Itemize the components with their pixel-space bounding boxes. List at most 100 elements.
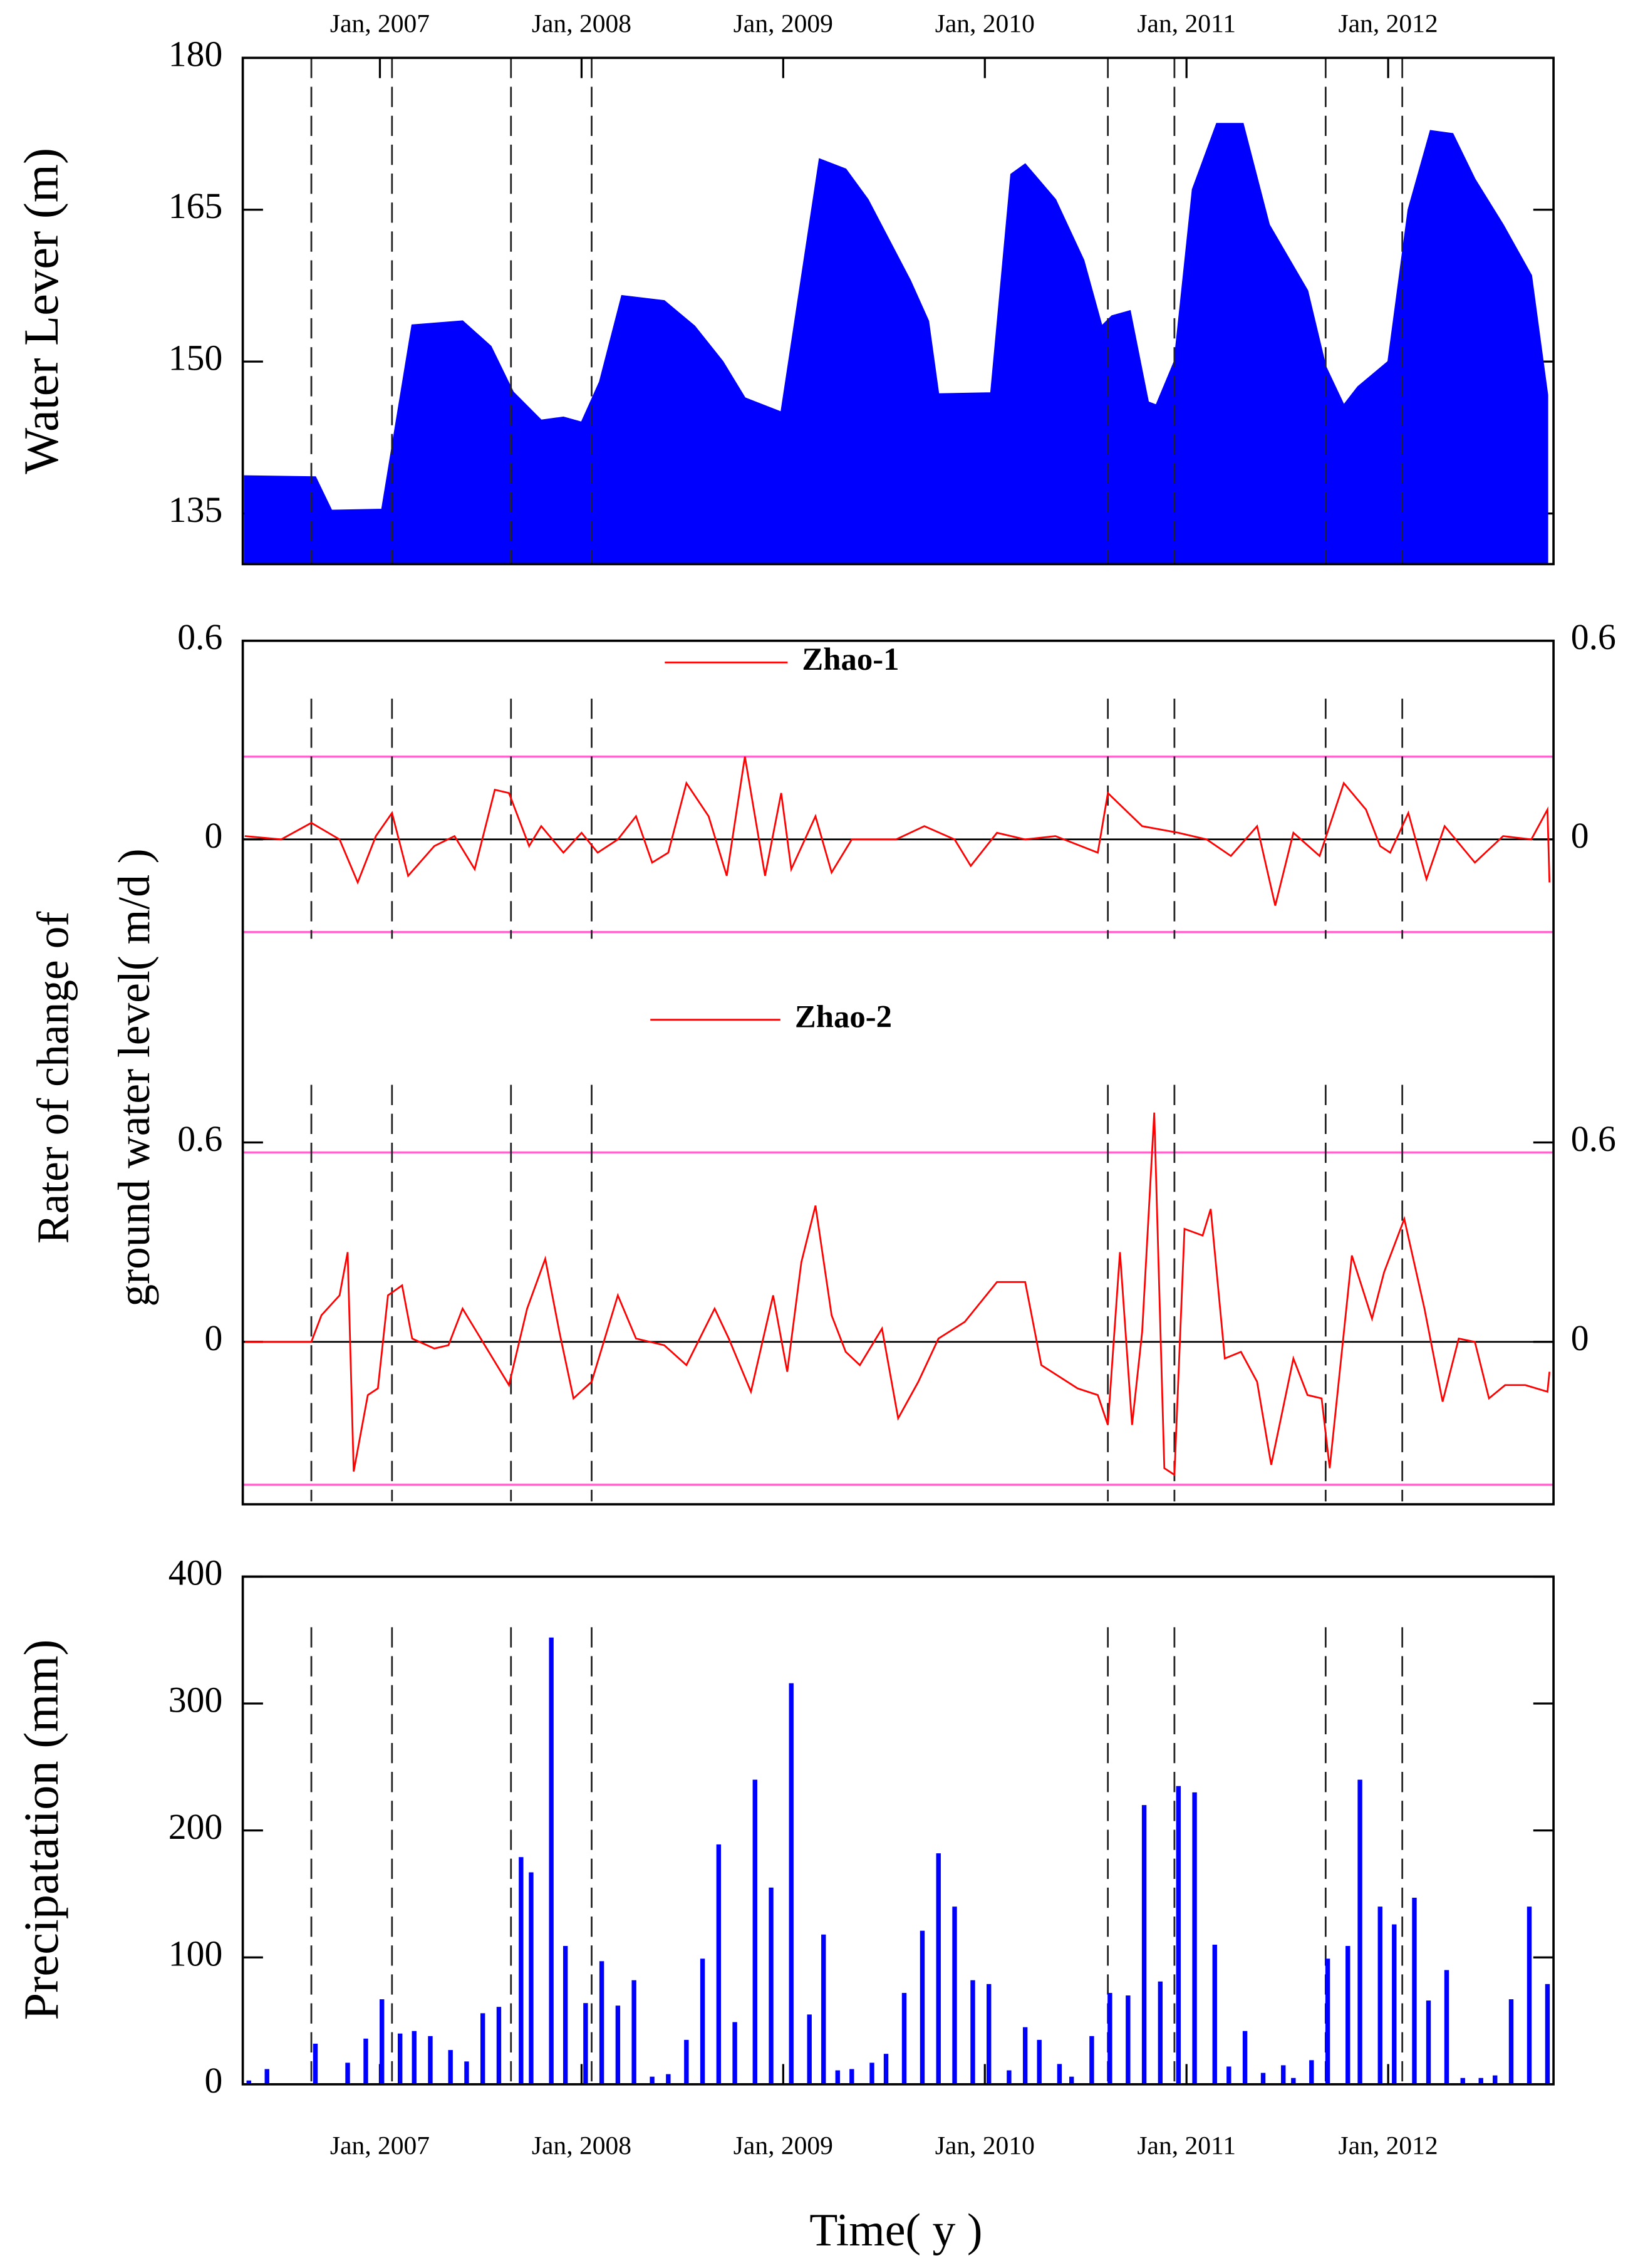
bar bbox=[1412, 1897, 1417, 2084]
bar bbox=[970, 1980, 975, 2084]
y-tick-label: 400 bbox=[168, 1554, 223, 1593]
y-axis-label: Water Lever (m) bbox=[14, 148, 68, 474]
bar bbox=[1057, 2064, 1062, 2084]
water-level-area bbox=[244, 123, 1548, 565]
y-tick-label-right: 0.6 bbox=[1571, 618, 1616, 657]
y-tick-label: 0 bbox=[204, 2061, 222, 2101]
y-tick-label-right: 0 bbox=[1571, 816, 1589, 856]
bar bbox=[412, 2031, 417, 2084]
bar bbox=[1141, 1805, 1147, 2084]
bar bbox=[1291, 2078, 1296, 2084]
bar bbox=[1126, 1995, 1131, 2084]
x-axis-label: Time( y ) bbox=[809, 2204, 982, 2255]
bar bbox=[1444, 1970, 1449, 2084]
bar bbox=[464, 2061, 469, 2084]
y-tick-label: 0 bbox=[204, 816, 222, 856]
bar bbox=[1107, 1992, 1112, 2084]
y-tick-label: 0.6 bbox=[177, 1120, 222, 1159]
bar bbox=[549, 1637, 554, 2084]
x-tick-label: Jan, 2010 bbox=[935, 9, 1035, 38]
bar bbox=[1037, 2039, 1042, 2084]
bar bbox=[920, 1930, 925, 2084]
bar bbox=[1281, 2065, 1286, 2084]
bar bbox=[789, 1683, 794, 2084]
bar bbox=[1545, 1984, 1550, 2084]
bar bbox=[363, 2038, 368, 2084]
plot-frame bbox=[241, 1575, 1555, 2086]
bar bbox=[1007, 2070, 1012, 2084]
bar bbox=[952, 1906, 957, 2084]
x-tick-label: Jan, 2008 bbox=[532, 9, 631, 38]
y-tick-label: 180 bbox=[168, 35, 223, 75]
bar bbox=[1325, 1958, 1330, 2084]
y-tick-label: 100 bbox=[168, 1934, 223, 1974]
bar bbox=[883, 2054, 889, 2084]
bar bbox=[615, 2005, 621, 2084]
bar bbox=[264, 2069, 269, 2084]
y-axis-label: Rater of change of bbox=[29, 912, 78, 1244]
x-tick-label: Jan, 2008 bbox=[532, 2131, 631, 2160]
bar bbox=[380, 1999, 385, 2084]
x-tick-label: Jan, 2012 bbox=[1339, 2131, 1438, 2160]
y-tick-label: 200 bbox=[168, 1808, 223, 1847]
bar bbox=[496, 2007, 502, 2084]
bar bbox=[1527, 1906, 1532, 2084]
bar bbox=[716, 1844, 722, 2084]
bar bbox=[666, 2074, 671, 2084]
bar bbox=[246, 2080, 251, 2084]
bar bbox=[821, 1934, 826, 2084]
bar bbox=[562, 1945, 568, 2084]
bar bbox=[1192, 1792, 1197, 2084]
x-tick-label: Jan, 2011 bbox=[1137, 9, 1236, 38]
plot-frame bbox=[241, 639, 1555, 1506]
bar bbox=[849, 2069, 854, 2084]
bar bbox=[684, 2039, 689, 2084]
bar bbox=[1089, 2036, 1094, 2084]
bar bbox=[1377, 1906, 1382, 2084]
x-tick-label: Jan, 2007 bbox=[330, 9, 430, 38]
bar bbox=[1309, 2060, 1314, 2084]
bar bbox=[901, 1992, 907, 2084]
bar bbox=[480, 2013, 485, 2084]
rate-line bbox=[244, 756, 1551, 906]
bar bbox=[1242, 2031, 1248, 2084]
x-tick-label: Jan, 2009 bbox=[734, 9, 833, 38]
y-tick-label: 150 bbox=[168, 338, 223, 378]
legend-label: Zhao-2 bbox=[795, 999, 892, 1034]
legend-label: Zhao-1 bbox=[802, 642, 899, 677]
bar bbox=[1392, 1924, 1397, 2084]
bar bbox=[752, 1779, 757, 2084]
bar bbox=[1212, 1944, 1217, 2084]
bar bbox=[345, 2063, 350, 2084]
x-tick-label: Jan, 2007 bbox=[330, 2131, 430, 2160]
bar bbox=[769, 1887, 774, 2084]
bar bbox=[583, 2003, 588, 2084]
bar bbox=[835, 2070, 840, 2084]
bar bbox=[1158, 1981, 1163, 2084]
bar bbox=[1226, 2066, 1231, 2084]
bar bbox=[1260, 2073, 1266, 2084]
y-tick-label-right: 0.6 bbox=[1571, 1120, 1616, 1159]
x-tick-label: Jan, 2011 bbox=[1137, 2131, 1236, 2160]
x-tick-label: Jan, 2010 bbox=[935, 2131, 1035, 2160]
bar bbox=[1345, 1945, 1350, 2084]
rate-line bbox=[244, 1112, 1551, 1477]
bar bbox=[1022, 2027, 1028, 2084]
bar bbox=[313, 2043, 318, 2084]
bar bbox=[599, 1961, 604, 2084]
bar bbox=[1069, 2076, 1074, 2084]
bar bbox=[448, 2050, 453, 2084]
bar bbox=[936, 1853, 941, 2084]
y-axis-label: Precipatation (mm) bbox=[14, 1639, 68, 2020]
bar bbox=[1508, 1999, 1514, 2084]
bar bbox=[1357, 1779, 1362, 2084]
y-tick-label: 135 bbox=[168, 491, 223, 530]
bar bbox=[732, 2022, 737, 2084]
bar bbox=[987, 1984, 992, 2084]
bar bbox=[428, 2036, 433, 2084]
x-tick-label: Jan, 2012 bbox=[1339, 9, 1438, 38]
plot-frame bbox=[241, 56, 1555, 566]
bar bbox=[631, 1980, 636, 2084]
bar bbox=[1493, 2075, 1498, 2084]
